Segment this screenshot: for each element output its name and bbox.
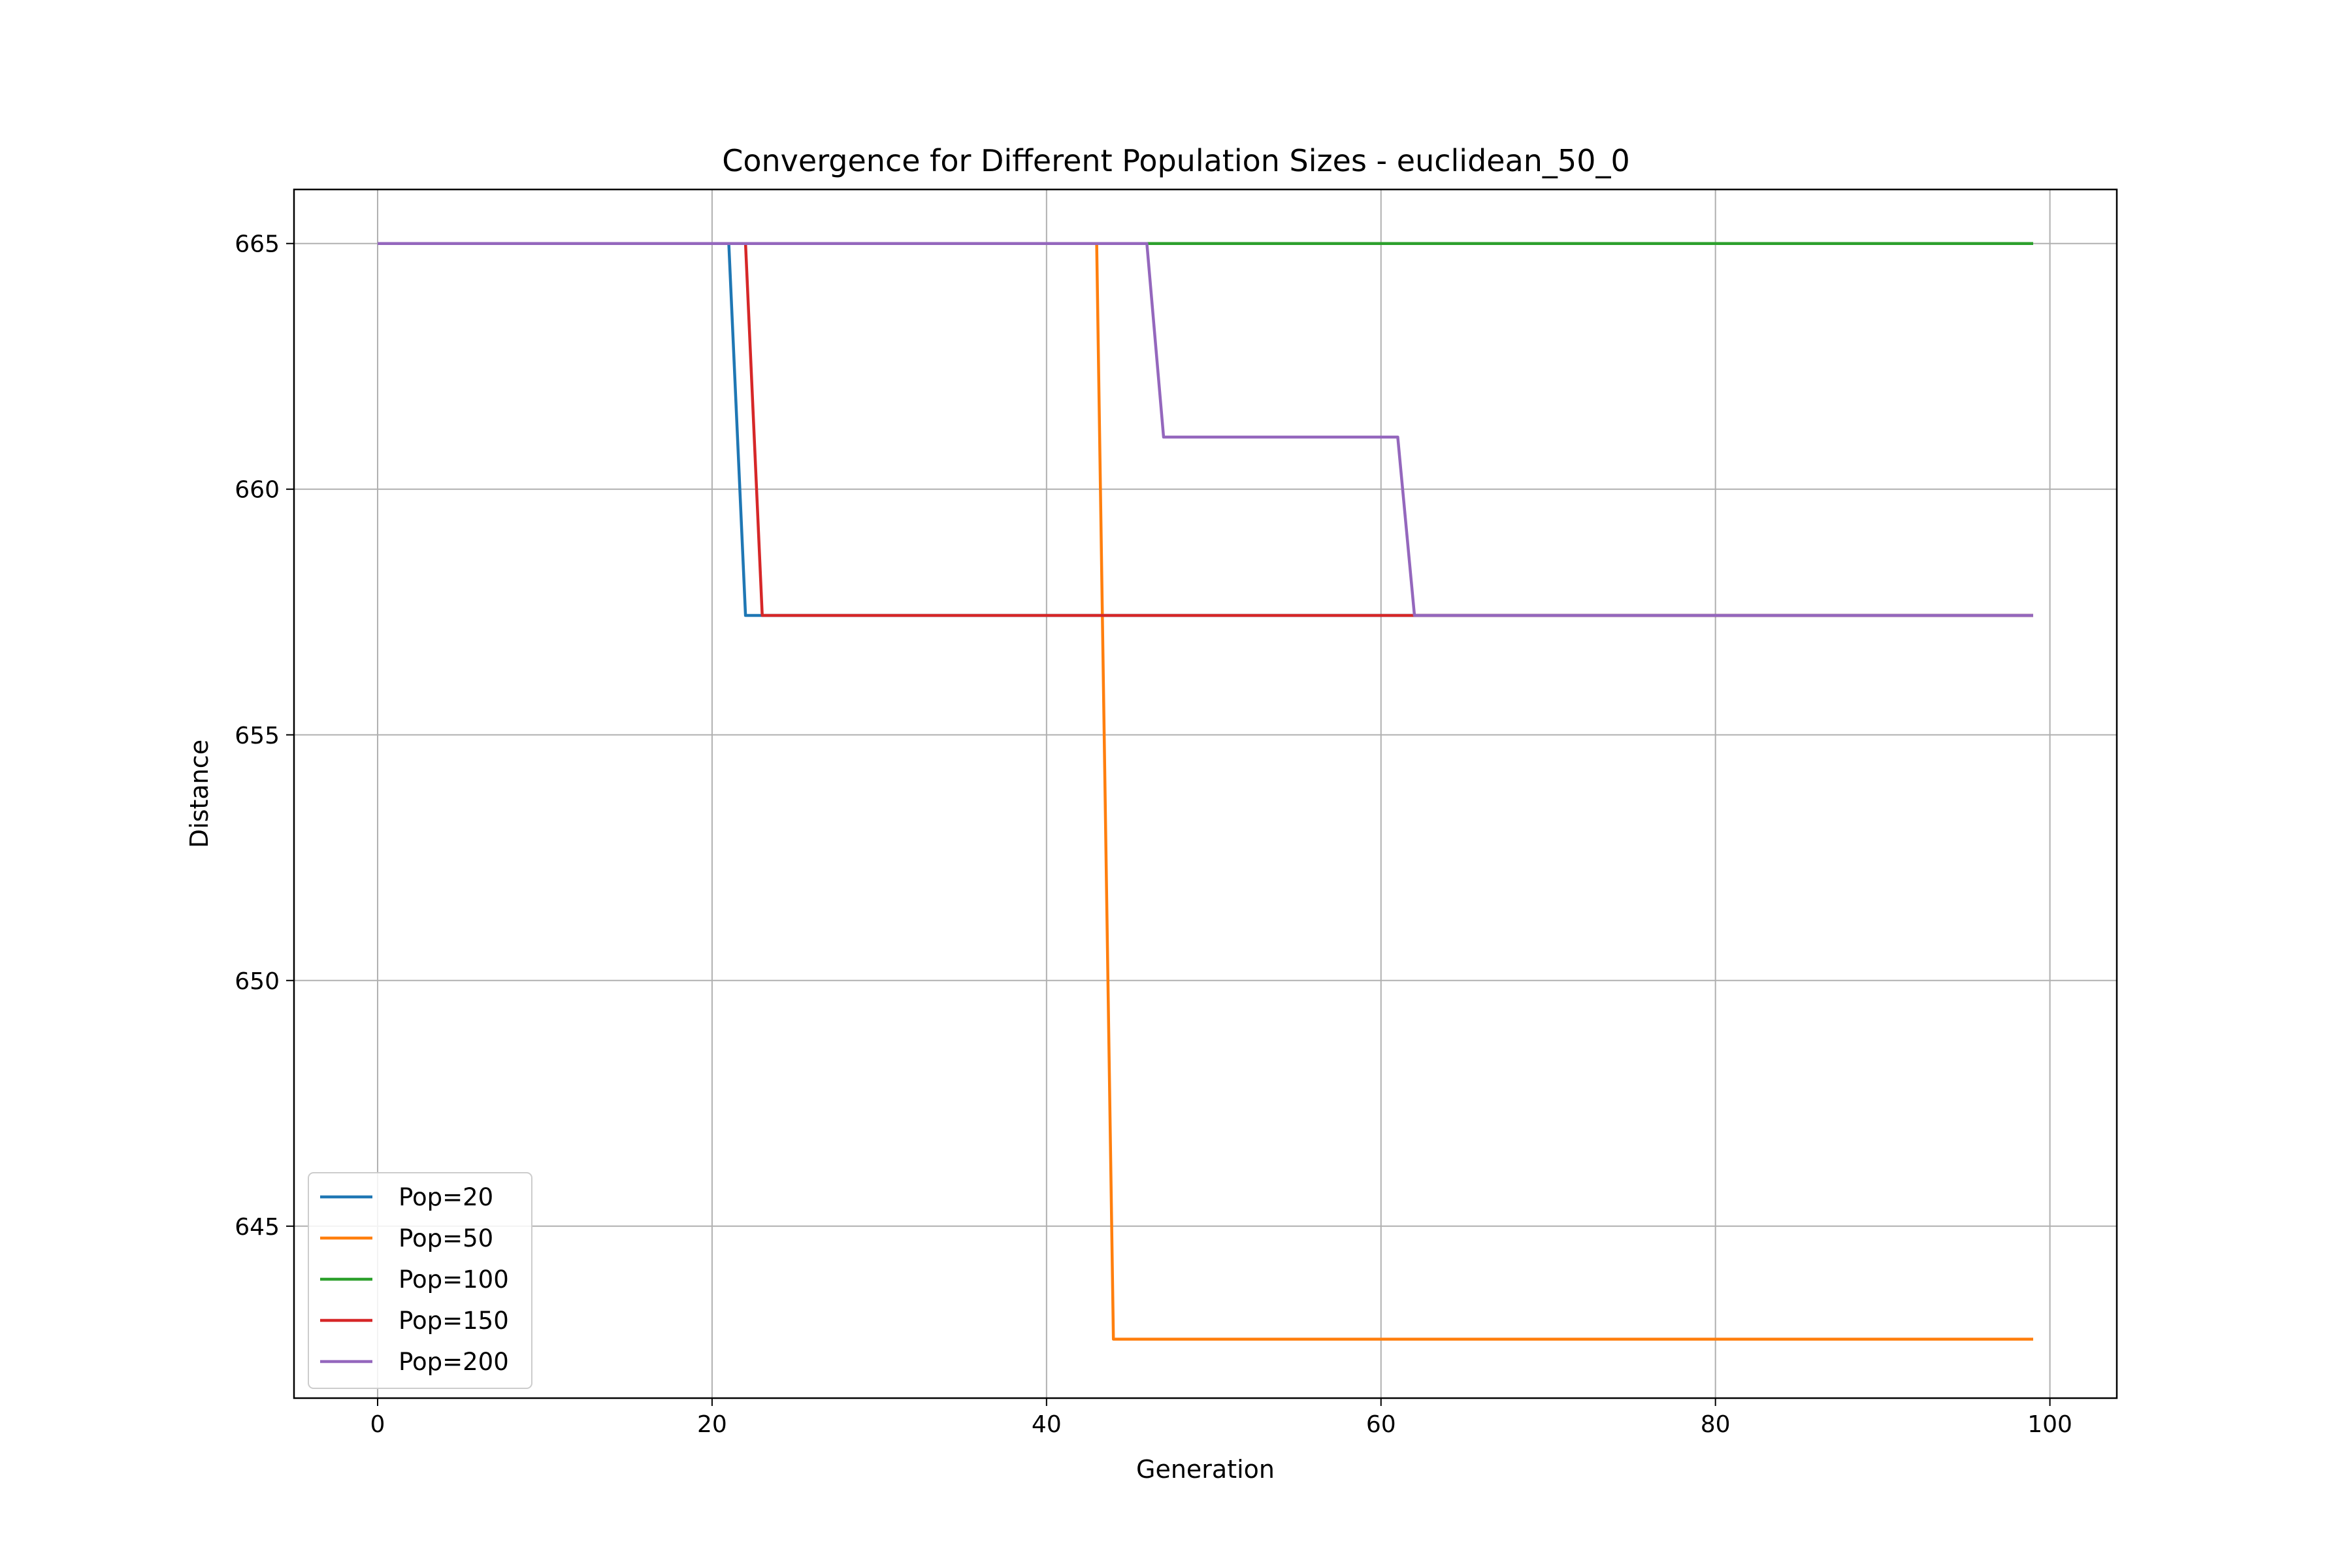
x-tick-label: 100: [2027, 1411, 2072, 1438]
legend-label: Pop=20: [399, 1183, 493, 1211]
legend-label: Pop=150: [399, 1307, 509, 1335]
legend-label: Pop=50: [399, 1224, 493, 1252]
y-axis-label: Distance: [185, 740, 214, 848]
legend-label: Pop=100: [399, 1266, 509, 1294]
chart-title: Convergence for Different Population Siz…: [722, 143, 1629, 178]
x-tick-label: 60: [1366, 1411, 1396, 1438]
x-axis-label: Generation: [1136, 1455, 1275, 1484]
legend: Pop=20 Pop=50 Pop=100 Pop=150 Pop=200: [308, 1172, 532, 1389]
legend-label: Pop=200: [399, 1348, 509, 1376]
plot-lines: [378, 242, 2033, 1341]
y-tick-label: 650: [235, 968, 280, 995]
x-tick-label: 80: [1701, 1411, 1731, 1438]
y-tick-label: 645: [235, 1214, 280, 1241]
y-tick-label: 665: [235, 231, 280, 258]
plot-frame: [293, 188, 2118, 1399]
series-line-pop-200: [378, 242, 2033, 617]
legend-box: [308, 1172, 532, 1389]
x-tick-label: 40: [1032, 1411, 1062, 1438]
y-tick-label: 660: [235, 477, 280, 504]
x-tick-label: 0: [370, 1411, 385, 1438]
y-tick-label: 655: [235, 723, 280, 749]
x-tick-label: 20: [697, 1411, 727, 1438]
axis-ticks: 0 20 40 60 80 100 645 650 655 660 665: [235, 231, 2072, 1438]
